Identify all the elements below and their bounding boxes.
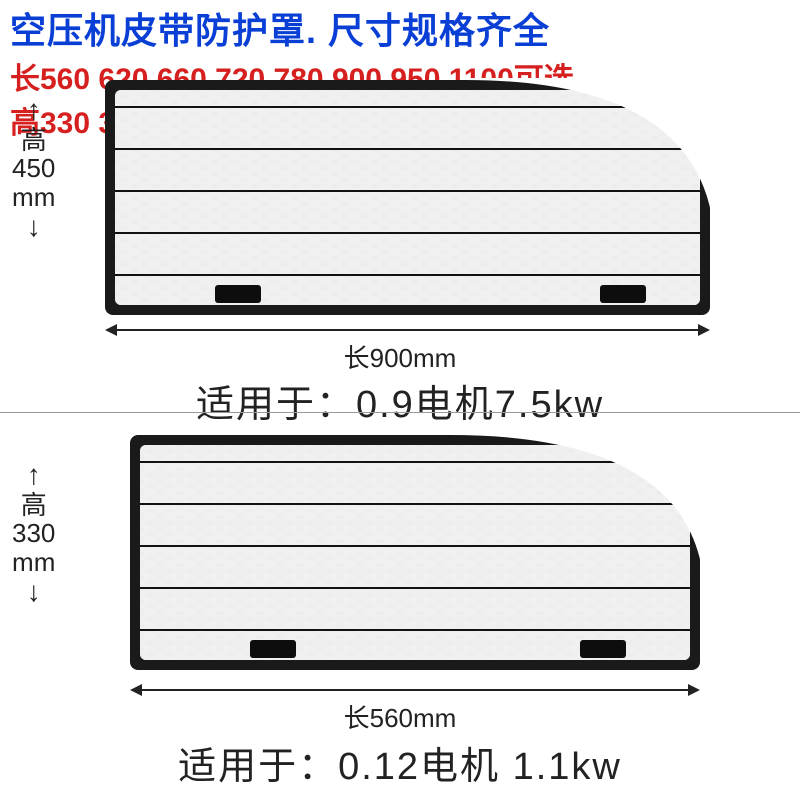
- arrow-down-icon: [12, 577, 55, 608]
- width-arrow-bar: [105, 320, 710, 332]
- figure-bottom: 高 330 mm 长560mm 适用于：0.12电机 1.1kw: [0, 415, 800, 800]
- guard-mesh: [115, 90, 700, 305]
- guard-mesh-frame: [140, 445, 690, 660]
- width-line: [138, 689, 692, 691]
- height-value: 450: [12, 154, 55, 183]
- mount-bracket-left: [250, 640, 296, 658]
- width-arrow-bar: [130, 680, 700, 692]
- guard-mesh-frame: [115, 90, 700, 305]
- width-dimension-top: 长900mm: [0, 320, 800, 375]
- arrow-up-icon: [12, 95, 55, 126]
- arrow-up-icon: [12, 460, 55, 491]
- mount-bracket-left: [215, 285, 261, 303]
- width-dimension-bottom: 长560mm: [0, 680, 800, 735]
- belt-guard-top: [105, 80, 710, 315]
- height-unit: mm: [12, 183, 55, 212]
- width-line: [113, 329, 702, 331]
- height-label: 高: [12, 126, 55, 155]
- height-dimension-bottom: 高 330 mm: [12, 460, 55, 607]
- mount-bracket-right: [580, 640, 626, 658]
- mount-bracket-right: [600, 285, 646, 303]
- divider-line: [0, 412, 800, 413]
- height-value: 330: [12, 519, 55, 548]
- figure-top: 高 450 mm 长900mm 适用于：0.9电机7.5kw: [0, 55, 800, 415]
- height-unit: mm: [12, 548, 55, 577]
- arrow-down-icon: [12, 212, 55, 243]
- height-dimension-top: 高 450 mm: [12, 95, 55, 242]
- caption-bottom: 适用于：0.12电机 1.1kw: [0, 735, 800, 790]
- width-label: 长900mm: [0, 338, 800, 375]
- belt-guard-bottom: [130, 435, 700, 670]
- height-label: 高: [12, 491, 55, 520]
- guard-mesh: [140, 445, 690, 660]
- title-text: 空压机皮带防护罩. 尺寸规格齐全: [10, 2, 790, 54]
- width-label: 长560mm: [0, 698, 800, 735]
